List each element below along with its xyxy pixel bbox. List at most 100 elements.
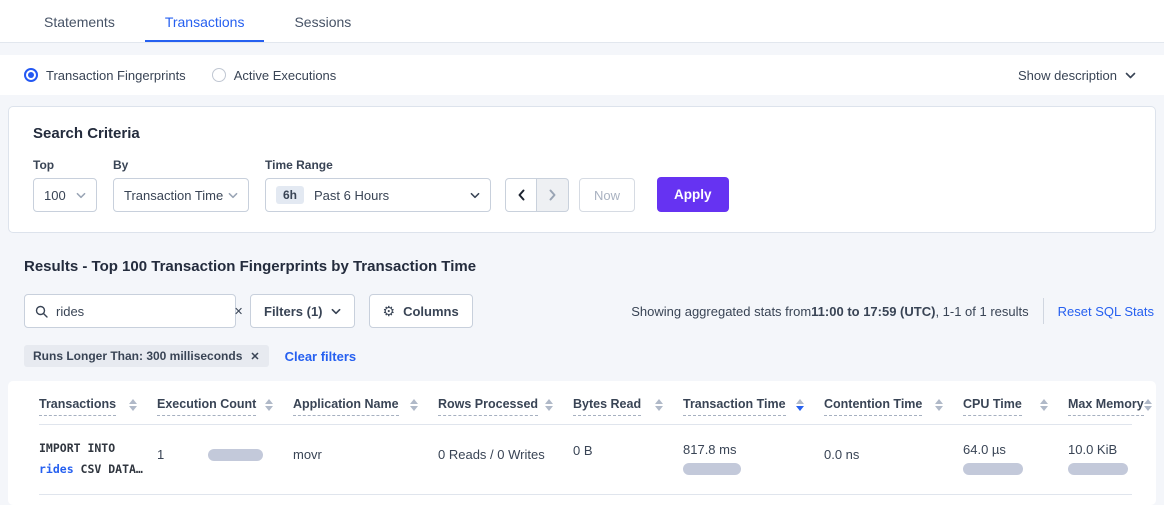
sort-icon[interactable] xyxy=(1143,397,1152,411)
time-range-value: Past 6 Hours xyxy=(314,187,390,203)
chevron-down-icon xyxy=(76,192,86,199)
chevron-right-icon xyxy=(548,189,557,201)
column-header-label: Contention Time xyxy=(824,397,923,416)
column-header-execution-count[interactable]: Execution Count xyxy=(157,397,293,416)
column-header-label: Bytes Read xyxy=(573,397,642,416)
filter-chip[interactable]: Runs Longer Than: 300 milliseconds ✕ xyxy=(24,345,269,367)
sort-icon[interactable] xyxy=(265,397,273,411)
by-field: By Transaction Time xyxy=(113,158,249,212)
table-row[interactable]: IMPORT INTO rides CSV DATA… 1 movr 0 Rea… xyxy=(39,425,1148,494)
stats-prefix: Showing aggregated stats from xyxy=(631,303,812,319)
sort-icon[interactable] xyxy=(410,397,418,411)
stats-range: 11:00 to 17:59 (UTC) xyxy=(811,303,936,319)
reset-sql-stats-link[interactable]: Reset SQL Stats xyxy=(1057,303,1154,319)
results-table: Transactions Execution Count Application N… xyxy=(8,381,1156,505)
apply-button[interactable]: Apply xyxy=(657,177,729,212)
radio-label: Active Executions xyxy=(233,67,337,83)
radio-selected-icon xyxy=(24,68,38,82)
sort-icon[interactable] xyxy=(1040,397,1048,411)
column-header-max-memory[interactable]: Max Memory xyxy=(1068,397,1164,416)
transaction-time-bar xyxy=(683,463,741,475)
cpu-time-cell: 64.0 µs xyxy=(963,438,1068,475)
column-header-transaction-time[interactable]: Transaction Time xyxy=(683,397,824,416)
search-input[interactable] xyxy=(56,303,232,319)
filters-button[interactable]: Filters (1) xyxy=(250,294,355,328)
column-header-label: CPU Time xyxy=(963,397,1022,416)
top-field: Top 100 xyxy=(33,158,97,212)
tab-sessions[interactable]: Sessions xyxy=(294,14,352,30)
sort-icon[interactable] xyxy=(796,397,804,411)
time-range-field-label: Time Range xyxy=(265,158,333,172)
column-header-contention-time[interactable]: Contention Time xyxy=(824,397,963,416)
vertical-divider xyxy=(1042,298,1044,324)
top-tab-bar: Statements Transactions Sessions xyxy=(0,0,1164,43)
chevron-down-icon xyxy=(228,192,238,199)
tab-statements[interactable]: Statements xyxy=(44,14,115,30)
column-header-application-name[interactable]: Application Name xyxy=(293,397,438,416)
time-range-select[interactable]: 6h Past 6 Hours xyxy=(265,178,491,212)
time-range-next-button[interactable] xyxy=(537,178,569,212)
cpu-time-value: 64.0 µs xyxy=(963,442,1006,457)
transaction-fingerprint-link[interactable]: IMPORT INTO rides CSV DATA… xyxy=(39,438,157,480)
max-memory-value: 10.0 KiB xyxy=(1068,442,1118,457)
transaction-time-cell: 817.8 ms xyxy=(683,438,824,475)
rows-processed-cell: 0 Reads / 0 Writes xyxy=(438,447,545,462)
sort-icon[interactable] xyxy=(545,397,553,411)
bytes-read-cell: 0 B xyxy=(573,443,593,458)
column-header-rows-processed[interactable]: Rows Processed xyxy=(438,397,573,416)
by-field-label: By xyxy=(113,158,129,172)
columns-button-label: Columns xyxy=(403,303,459,319)
view-toggle-band: Transaction Fingerprints Active Executio… xyxy=(0,55,1164,95)
show-description-toggle[interactable]: Show description xyxy=(1018,68,1136,83)
by-select[interactable]: Transaction Time xyxy=(113,178,249,212)
column-header-cpu-time[interactable]: CPU Time xyxy=(963,397,1068,416)
tab-transactions[interactable]: Transactions xyxy=(144,0,265,42)
filters-button-label: Filters (1) xyxy=(264,303,323,319)
radio-transaction-fingerprints[interactable]: Transaction Fingerprints xyxy=(24,68,186,83)
sort-icon[interactable] xyxy=(655,397,663,411)
radio-label: Transaction Fingerprints xyxy=(46,67,186,83)
max-memory-cell: 10.0 KiB xyxy=(1068,438,1140,475)
chevron-down-icon xyxy=(1125,72,1136,79)
time-range-badge: 6h xyxy=(276,186,305,204)
active-filters-row: Runs Longer Than: 300 milliseconds ✕ Cle… xyxy=(24,345,1140,367)
cpu-time-bar xyxy=(963,463,1023,475)
radio-unselected-icon xyxy=(211,68,226,82)
radio-active-executions[interactable]: Active Executions xyxy=(211,67,337,83)
time-range-nav xyxy=(505,178,569,212)
aggregated-stats-text: Showing aggregated stats from 11:00 to 1… xyxy=(631,298,1154,324)
sort-icon[interactable] xyxy=(129,397,137,411)
clear-filters-link[interactable]: Clear filters xyxy=(284,348,357,364)
contention-time-cell: 0.0 ns xyxy=(824,447,860,462)
transaction-line1: IMPORT INTO xyxy=(39,441,116,455)
column-header-label: Rows Processed xyxy=(438,397,539,416)
time-range-field: Time Range 6h Past 6 Hours xyxy=(265,158,491,212)
column-header-bytes-read[interactable]: Bytes Read xyxy=(573,397,683,416)
top-select-value: 100 xyxy=(44,187,66,203)
clear-search-icon[interactable]: ✕ xyxy=(234,305,244,318)
search-box: ✕ xyxy=(24,294,243,328)
header-divider xyxy=(39,424,1132,425)
top-field-label: Top xyxy=(33,158,55,172)
columns-button[interactable]: ⚙ Columns xyxy=(368,294,473,328)
gear-icon: ⚙ xyxy=(382,302,396,319)
magnifier-icon xyxy=(35,305,48,318)
results-title: Results - Top 100 Transaction Fingerprin… xyxy=(24,258,477,275)
column-header-label: Transaction Time xyxy=(683,397,786,416)
column-header-label: Max Memory xyxy=(1068,397,1144,416)
by-select-value: Transaction Time xyxy=(124,187,224,203)
stats-suffix: , 1-1 of 1 results xyxy=(935,303,1029,319)
top-select[interactable]: 100 xyxy=(33,178,97,212)
search-criteria-title: Search Criteria xyxy=(33,125,140,142)
execution-count-bar xyxy=(208,448,264,461)
now-button[interactable]: Now xyxy=(579,178,636,212)
time-range-prev-button[interactable] xyxy=(505,178,537,212)
max-memory-bar xyxy=(1068,463,1128,475)
column-header-transactions[interactable]: Transactions xyxy=(39,397,157,416)
remove-filter-icon[interactable]: ✕ xyxy=(250,350,260,363)
application-name-cell: movr xyxy=(293,447,322,462)
column-header-label: Application Name xyxy=(293,397,399,416)
chevron-left-icon xyxy=(517,189,526,201)
search-criteria-card: Search Criteria Top 100 By Transaction T… xyxy=(8,106,1156,233)
sort-icon[interactable] xyxy=(935,397,943,411)
